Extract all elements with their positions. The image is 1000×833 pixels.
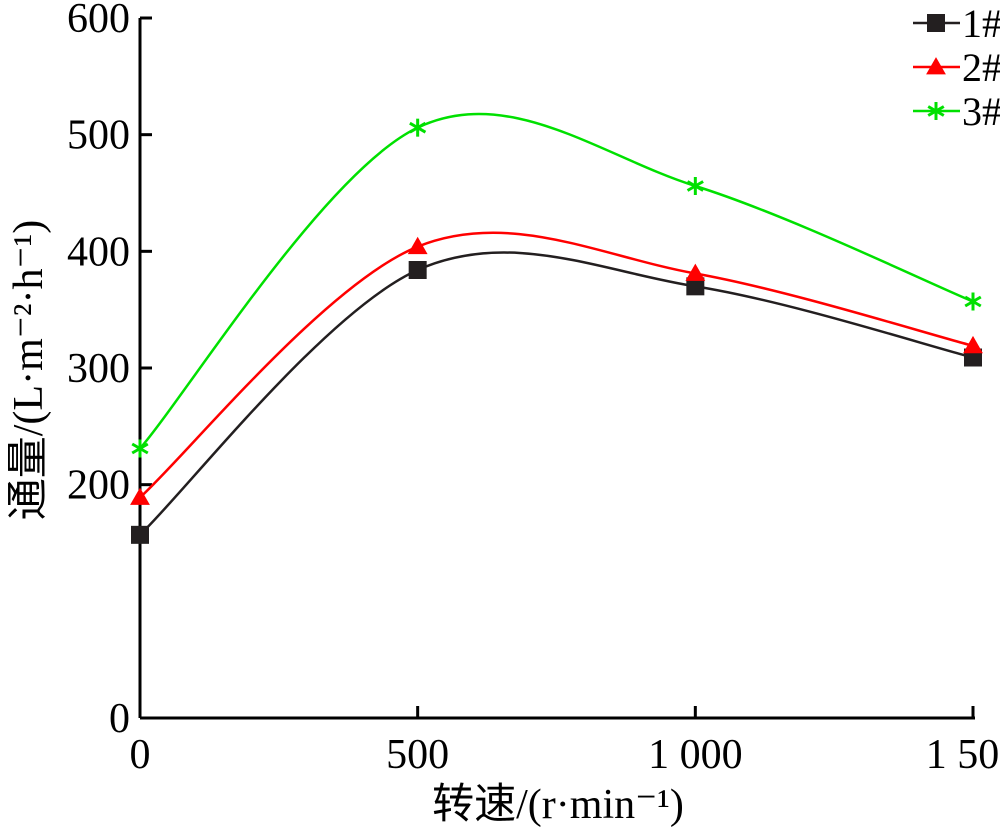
legend-marker-1 [927, 14, 945, 32]
y-tick-label-5: 600 [67, 0, 130, 42]
x-tick-label-2: 1 000 [648, 732, 743, 778]
x-tick-label-3: 1 500 [926, 732, 1000, 778]
data-point-s2-1 [407, 236, 428, 255]
data-point-s2-3 [963, 335, 983, 354]
legend-marker-2 [926, 57, 946, 75]
legend-item-3: 3# [913, 89, 1000, 134]
x-tick-label-1: 500 [386, 732, 449, 778]
data-point-s3-1 [409, 118, 427, 137]
series-3 [131, 112, 982, 458]
data-point-s3-0 [131, 439, 149, 458]
y-tick-label-0: 0 [109, 696, 130, 742]
data-point-s3-2-stroke-2 [686, 180, 704, 192]
y-tick-label-2: 300 [67, 346, 130, 392]
ticks: 0 200 300 400 500 600 0 500 1 000 1 500 [67, 0, 1000, 778]
y-tick-label-3: 400 [67, 229, 130, 275]
data-point-s3-0-stroke-2 [131, 442, 149, 455]
y-axis-label: 通量/(L·m⁻²·h⁻¹) [6, 220, 52, 520]
data-point-s1-1 [408, 261, 427, 279]
data-point-s3-3 [964, 292, 982, 311]
legend: 1#2#3# [913, 1, 1000, 134]
y-tick-label-4: 500 [67, 113, 130, 159]
series-2 [130, 231, 983, 505]
legend-marker-3-stroke-2 [927, 105, 945, 117]
series-line-3 [139, 112, 974, 450]
data-point-s1-0 [131, 525, 149, 544]
legend-label-3: 3# [962, 89, 1000, 134]
data-point-s3-3-stroke-2 [964, 295, 982, 308]
data-point-s2-2 [685, 263, 706, 281]
x-axis-label: 转速/(r·min⁻¹) [432, 782, 684, 828]
series-group [130, 112, 983, 544]
legend-label-2: 2# [962, 45, 1000, 90]
series-line-2 [139, 231, 974, 499]
legend-label-1: 1# [962, 1, 1000, 46]
data-point-s3-1-stroke-2 [409, 121, 427, 134]
series-line-1 [139, 251, 974, 536]
x-tick-label-0: 0 [130, 732, 151, 778]
data-point-s2-0 [130, 487, 150, 505]
legend-item-1: 1# [913, 1, 1000, 46]
data-point-s1-2 [686, 277, 705, 296]
series-1 [131, 251, 982, 544]
y-tick-label-1: 200 [67, 463, 130, 509]
data-point-s3-2 [686, 177, 704, 195]
legend-marker-3 [927, 102, 945, 120]
legend-item-2: 2# [913, 45, 1000, 90]
